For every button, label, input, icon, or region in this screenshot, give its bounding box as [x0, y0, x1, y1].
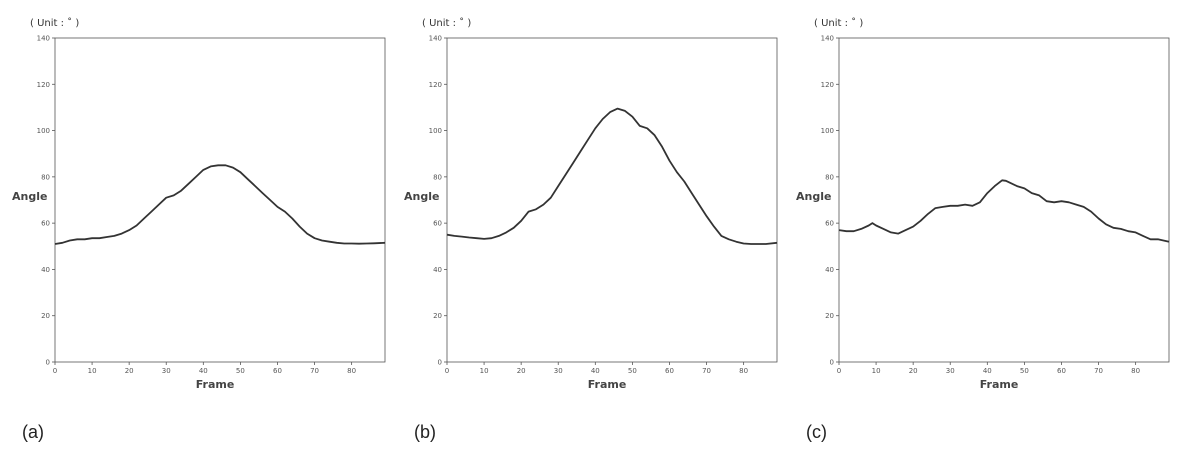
x-tick-label: 70	[310, 367, 319, 375]
x-tick-label: 40	[199, 367, 208, 375]
x-tick-label: 20	[125, 367, 134, 375]
y-tick-label: 40	[433, 266, 442, 274]
y-tick-label: 40	[825, 266, 834, 274]
chart-panel-b: ( Unit : ˚ ) 0 20 40 60 80 100 120 140 0 10 20 30 40 5…	[392, 0, 787, 451]
y-tick-label: 120	[37, 81, 50, 89]
y-axis-title: Angle	[12, 190, 47, 203]
angle-series-line	[446, 107, 778, 245]
x-tick-label: 10	[872, 367, 881, 375]
x-tick-label: 30	[946, 367, 955, 375]
x-tick-label: 50	[1020, 367, 1029, 375]
y-axis-title: Angle	[404, 190, 439, 203]
x-tick-label: 10	[480, 367, 489, 375]
x-axis-title: Frame	[196, 378, 235, 391]
x-axis-title: Frame	[980, 378, 1019, 391]
x-tick-label: 40	[983, 367, 992, 375]
y-tick-label: 60	[825, 220, 834, 228]
y-tick-label: 80	[825, 173, 834, 181]
y-tick-label: 140	[821, 35, 834, 43]
x-tick-label: 60	[1057, 367, 1066, 375]
x-tick-label: 50	[236, 367, 245, 375]
x-tick-label: 30	[162, 367, 171, 375]
x-tick-label: 10	[88, 367, 97, 375]
panel-label-c: (c)	[806, 422, 827, 442]
x-tick-label: 80	[739, 367, 748, 375]
plot-frame	[446, 37, 778, 363]
chart-a: ( Unit : ˚ ) 0 20 40 60 80 100 120 140 0 10 20 30 40 5…	[12, 17, 386, 391]
y-tick-label: 20	[825, 312, 834, 320]
unit-label: ( Unit : ˚ )	[422, 17, 471, 29]
y-tick-label: 60	[41, 220, 50, 228]
y-tick-label: 80	[41, 173, 50, 181]
y-tick-label: 100	[821, 127, 834, 135]
x-tick-label: 0	[53, 367, 57, 375]
x-tick-label: 70	[702, 367, 711, 375]
x-tick-label: 50	[628, 367, 637, 375]
angle-series-line	[54, 164, 386, 245]
y-tick-label: 20	[433, 312, 442, 320]
y-tick-label: 40	[41, 266, 50, 274]
plot-frame	[54, 37, 386, 363]
plot-frame	[838, 37, 1170, 363]
x-tick-label: 20	[517, 367, 526, 375]
y-tick-label: 140	[429, 35, 442, 43]
unit-label: ( Unit : ˚ )	[814, 17, 863, 29]
x-axis-title: Frame	[588, 378, 627, 391]
y-tick-label: 60	[433, 220, 442, 228]
x-tick-label: 0	[837, 367, 841, 375]
y-tick-label: 20	[41, 312, 50, 320]
x-tick-label: 80	[347, 367, 356, 375]
chart-b: ( Unit : ˚ ) 0 20 40 60 80 100 120 140 0 10 20 30 40 5…	[404, 17, 778, 391]
y-tick-label: 120	[821, 81, 834, 89]
x-tick-label: 0	[445, 367, 449, 375]
unit-label: ( Unit : ˚ )	[30, 17, 79, 29]
x-tick-label: 80	[1131, 367, 1140, 375]
y-axis-title: Angle	[796, 190, 831, 203]
chart-panel-a: ( Unit : ˚ ) 0 20 40 60 80 100 120 140 0 10 20 30 40 5…	[0, 0, 395, 451]
x-tick-label: 30	[554, 367, 563, 375]
y-tick-label: 100	[37, 127, 50, 135]
y-tick-label: 100	[429, 127, 442, 135]
y-tick-label: 0	[46, 359, 50, 367]
chart-c: ( Unit : ˚ ) 0 20 40 60 80 100 120 140 0 10 20 30 40 5…	[796, 17, 1170, 391]
y-tick-label: 120	[429, 81, 442, 89]
y-tick-label: 0	[438, 359, 442, 367]
chart-panel-c: ( Unit : ˚ ) 0 20 40 60 80 100 120 140 0 10 20 30 40 5…	[784, 0, 1179, 451]
y-tick-label: 140	[37, 35, 50, 43]
x-tick-label: 20	[909, 367, 918, 375]
y-tick-label: 0	[830, 359, 834, 367]
x-tick-label: 60	[273, 367, 282, 375]
x-tick-label: 40	[591, 367, 600, 375]
x-tick-label: 60	[665, 367, 674, 375]
panel-label-a: (a)	[22, 422, 44, 442]
x-tick-label: 70	[1094, 367, 1103, 375]
angle-series-line	[838, 179, 1170, 243]
panel-label-b: (b)	[414, 422, 436, 442]
y-tick-label: 80	[433, 173, 442, 181]
